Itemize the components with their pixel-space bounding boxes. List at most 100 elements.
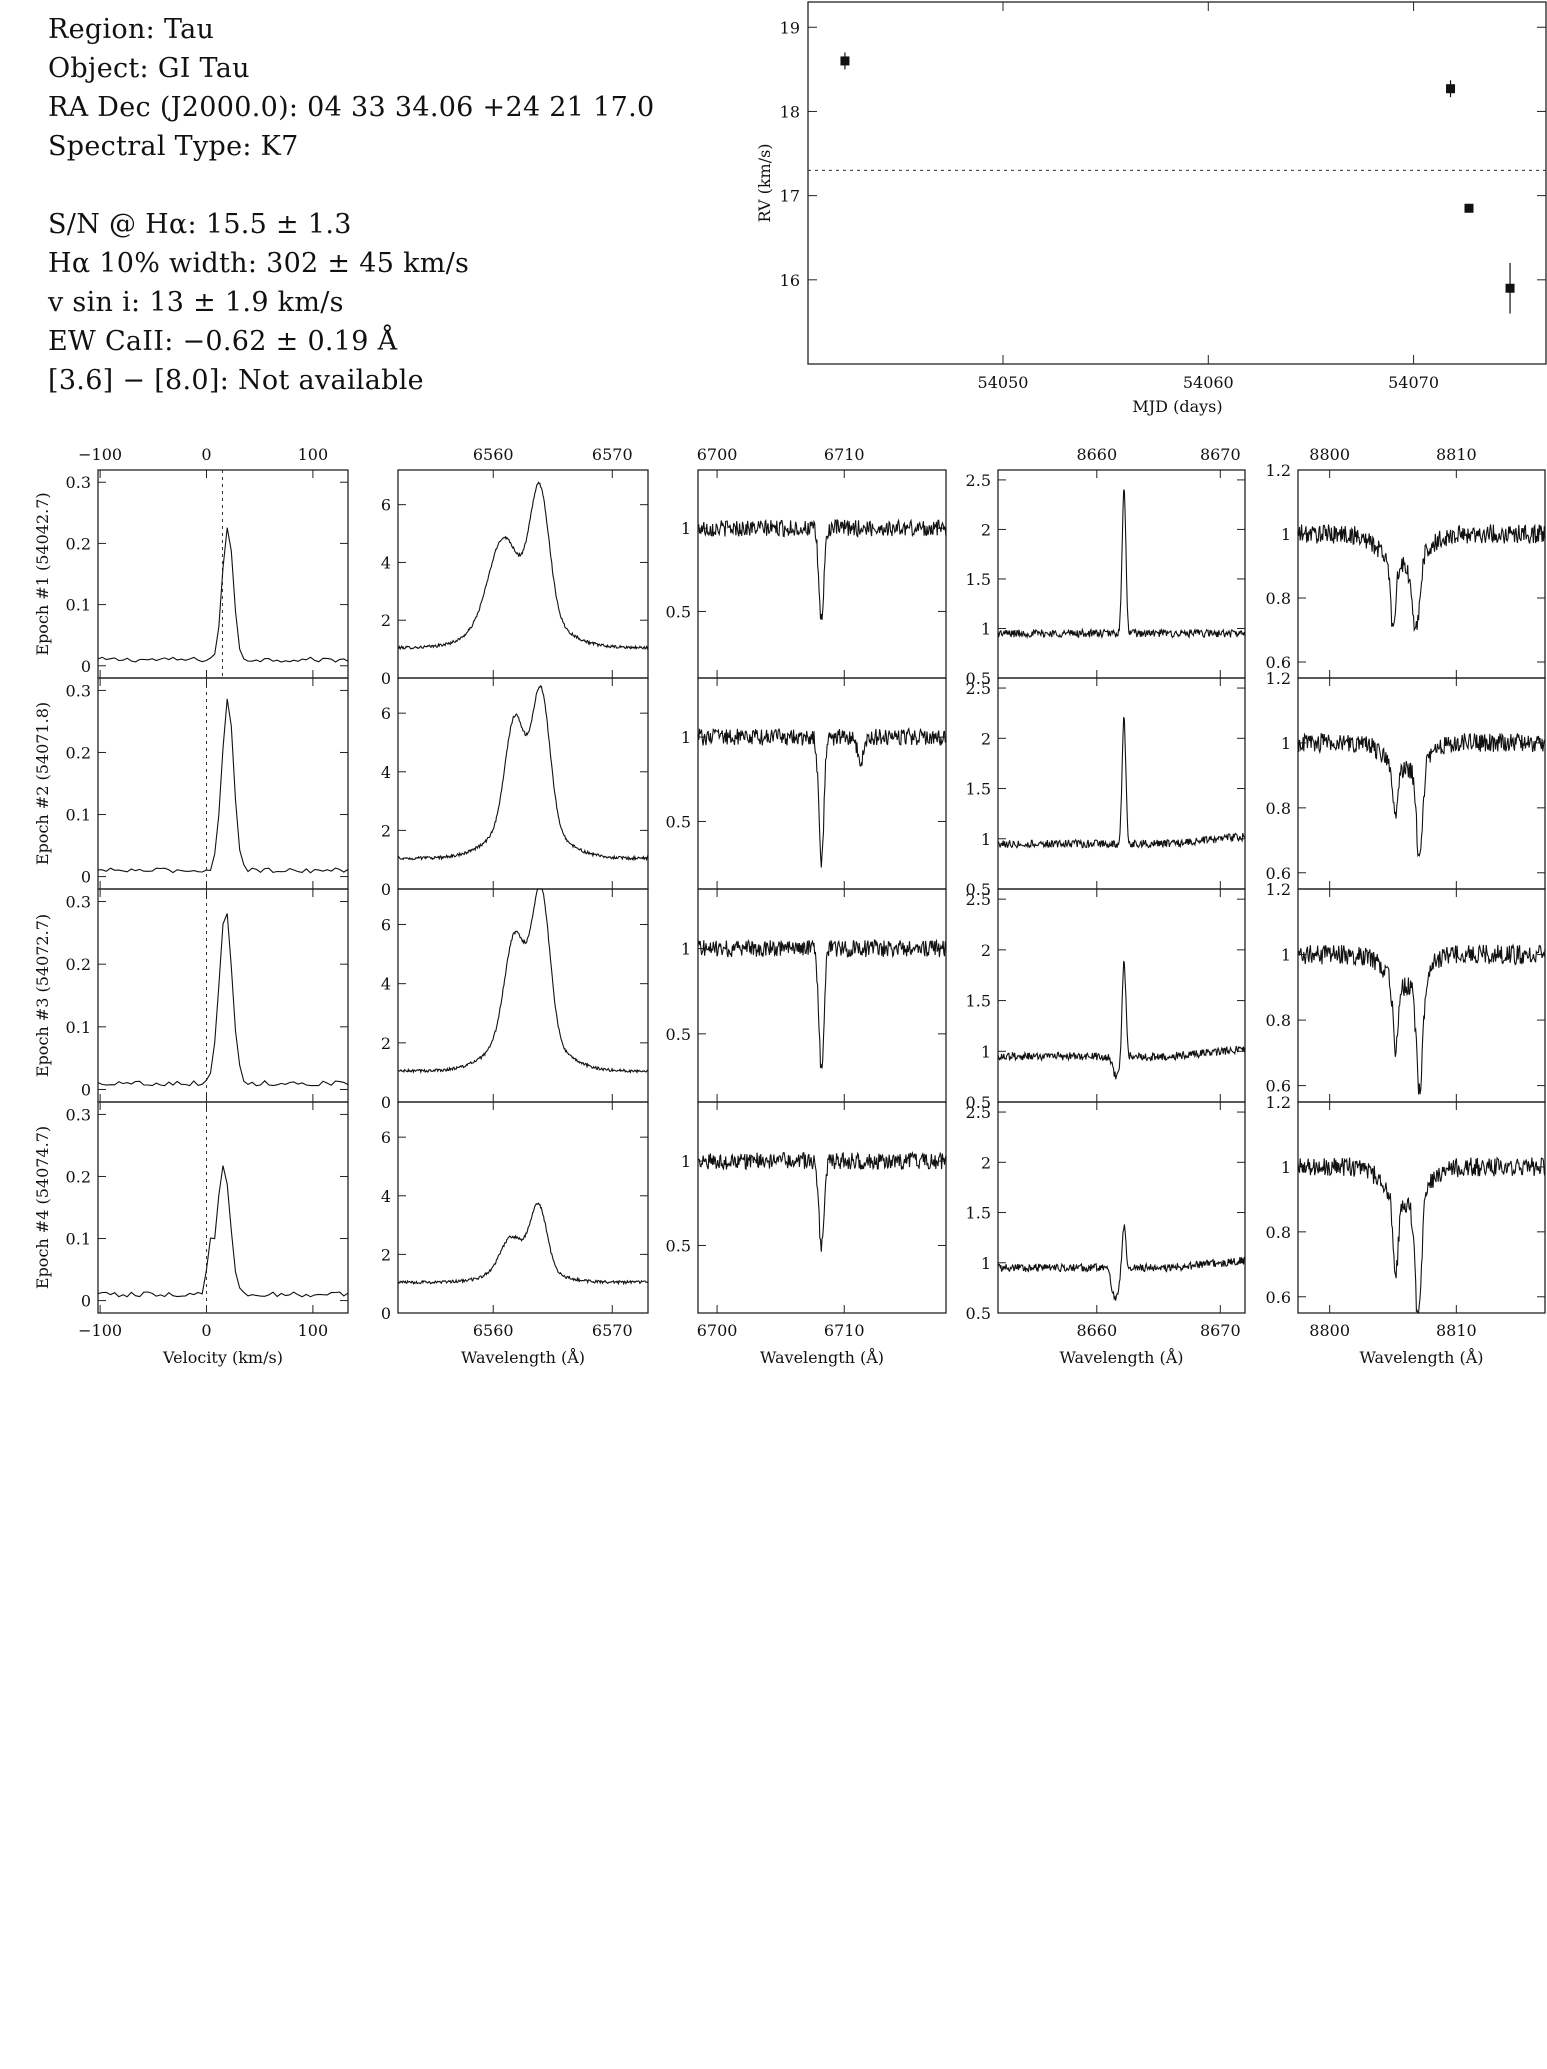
xtick-label-top: 6570: [592, 445, 633, 464]
ytick-label: 1.5: [966, 1204, 991, 1223]
spectrum-panel: 0 2 4 6: [381, 677, 649, 899]
ytick-label: 0.1: [66, 1230, 91, 1249]
region-text: Region: Tau: [48, 14, 215, 45]
ytick-label: 1.2: [1266, 880, 1291, 899]
spectrum-panel: 0 0.1 0.2 0.3 −100 0 100 Epoch #4 (54074.7): [33, 1101, 349, 1340]
xtick-label-top: 6700: [697, 445, 738, 464]
vsini-text: v sin i: 13 ± 1.9 km/s: [48, 287, 344, 318]
xtick-label-top: 8810: [1436, 445, 1477, 464]
xtick-label: 6570: [592, 1321, 633, 1340]
ew-caii-text: EW CaII: −0.62 ± 0.19 Å: [48, 326, 398, 357]
panel-xlabel: Wavelength (Å): [1059, 1347, 1183, 1367]
spectrum-panel: 0 2 4 6 6560 6570: [381, 445, 649, 688]
rv-ytick-label: 16: [780, 271, 800, 290]
ytick-label: 0.2: [66, 1167, 91, 1186]
spectrum-line: [397, 481, 649, 651]
spectrum-panel: 0.6 0.8 1 1.2 8800 8810: [1266, 1093, 1546, 1340]
spectrum-line: [397, 888, 649, 1075]
ytick-label: 1: [1281, 946, 1291, 965]
spectrum-line: [397, 684, 649, 862]
xtick-label: 6710: [824, 1321, 865, 1340]
spectrum-line: [697, 727, 947, 868]
ytick-label: 0.5: [966, 880, 991, 899]
ytick-label: 2.5: [966, 890, 991, 909]
spectrum-line: [997, 1224, 1246, 1301]
spectrum-line: [98, 698, 349, 874]
ytick-label: 1: [981, 1254, 991, 1273]
rv-xtick-label: 54060: [1183, 373, 1234, 392]
panel-frame: [97, 1101, 349, 1314]
spectrum-line: [697, 1150, 947, 1252]
panel-frame: [397, 1101, 649, 1314]
xtick-label: 8810: [1436, 1321, 1477, 1340]
ytick-label: 0.5: [966, 669, 991, 688]
ytick-label: 1.2: [1266, 461, 1291, 480]
ytick-label: 1.2: [1266, 669, 1291, 688]
xtick-label: −100: [78, 1321, 122, 1340]
xtick-label: 8660: [1076, 1321, 1117, 1340]
spectrum-panel: 0.51: [666, 677, 947, 890]
ytick-label: 2: [981, 729, 991, 748]
ytick-label: 2.5: [966, 679, 991, 698]
ytick-label: 0.5: [966, 1304, 991, 1323]
spectrum-line: [697, 938, 947, 1069]
ytick-label: 6: [381, 1128, 391, 1147]
ytick-label: 1: [981, 830, 991, 849]
ytick-label: 0.1: [66, 596, 91, 615]
ytick-label: 0: [381, 880, 391, 899]
panel-xlabel: Velocity (km/s): [162, 1348, 283, 1367]
spectrum-panel: 0 0.1 0.2 0.3 Epoch #2 (54071.8): [33, 677, 349, 890]
panel-frame: [697, 888, 947, 1103]
spectrum-panel: 0.51: [666, 888, 947, 1103]
ytick-label: 2: [381, 821, 391, 840]
rv-ytick-label: 18: [780, 102, 800, 121]
ytick-label: 4: [381, 763, 391, 782]
rv-point: [1464, 203, 1474, 213]
spectrum-line: [97, 1165, 349, 1298]
ytick-label: 1: [1281, 525, 1291, 544]
ytick-label: 0.2: [66, 534, 91, 553]
panel-xlabel: Wavelength (Å): [461, 1347, 585, 1367]
ytick-label: 1: [681, 940, 691, 959]
xtick-label: 6700: [697, 1321, 738, 1340]
spectrum-panel: 0 2 4 6 6560 6570: [381, 1101, 649, 1340]
ytick-label: 1.5: [966, 570, 991, 589]
rv-xlabel: MJD (days): [1132, 397, 1222, 416]
ytick-label: 4: [381, 975, 391, 994]
xtick-label-top: 8800: [1309, 445, 1350, 464]
xtick-label: 8800: [1309, 1321, 1350, 1340]
ytick-label: 0: [381, 1093, 391, 1112]
spectrum-panel: 0 0.1 0.2 0.3 −100 0 100 Epoch #1 (54042.7): [33, 445, 349, 679]
ytick-label: 0: [81, 1292, 91, 1311]
ytick-label: 2.5: [966, 1103, 991, 1122]
epoch-label: Epoch #2 (54071.8): [33, 702, 52, 865]
rv-frame: [807, 1, 1547, 365]
spectrum-panel: 0.6 0.8 1 1.2: [1266, 669, 1546, 890]
spectrum-line: [97, 527, 349, 663]
ytick-label: 6: [381, 496, 391, 515]
panel-frame: [97, 677, 349, 890]
ytick-label: 0.5: [966, 1093, 991, 1112]
panel-frame: [1297, 469, 1546, 679]
spectrum-line: [997, 960, 1246, 1080]
ytick-label: 0.8: [1266, 589, 1291, 608]
ytick-label: 1: [1281, 734, 1291, 753]
ytick-label: 0.3: [66, 473, 91, 492]
panel-frame: [1297, 677, 1546, 890]
panel-frame: [697, 1101, 947, 1314]
ytick-label: 0.3: [66, 681, 91, 700]
spectrum-panel: 0.5 1 1.5 2 2.5 8660 8670: [966, 445, 1246, 688]
ytick-label: 2: [381, 611, 391, 630]
spectrum-panel: 0.5 1 6700 6710: [666, 1101, 947, 1340]
rv-point: [840, 56, 850, 66]
ytick-label: 0: [81, 1080, 91, 1099]
ytick-label: 0.5: [666, 1236, 691, 1255]
rv-xtick-label: 54050: [978, 373, 1029, 392]
ytick-label: 1: [681, 728, 691, 747]
object-info: Region: Tau Object: GI Tau RA Dec (J2000…: [48, 10, 654, 400]
ytick-label: 0.8: [1266, 799, 1291, 818]
sn-text: S/N @ Hα: 15.5 ± 1.3: [48, 209, 352, 240]
spectrum-line: [1297, 523, 1546, 633]
ytick-label: 0.2: [66, 743, 91, 762]
